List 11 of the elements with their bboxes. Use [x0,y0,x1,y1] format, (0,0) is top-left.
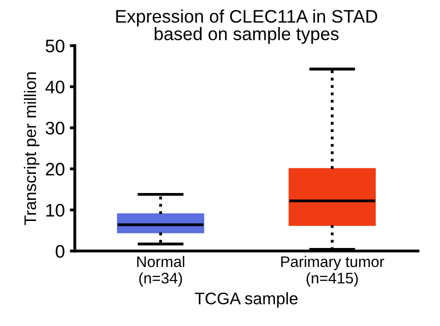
y-tick-label: 40 [45,80,64,94]
y-axis-title: Transcript per million [24,72,40,225]
y-tick-label: 30 [46,122,64,135]
x-axis-title: TCGA sample [194,292,298,308]
x-tick-label: Normal (n=34) [137,256,184,287]
chart-title: Expression of CLEC11A in STAD based on sample types [116,10,378,44]
y-tick-label: 10 [46,204,64,217]
y-tick-label: 20 [46,162,64,176]
x-tick-label: Parimary tumor (n=415) [281,256,384,287]
y-tick-label: 0 [56,244,64,258]
y-tick-label: 50 [46,40,64,52]
